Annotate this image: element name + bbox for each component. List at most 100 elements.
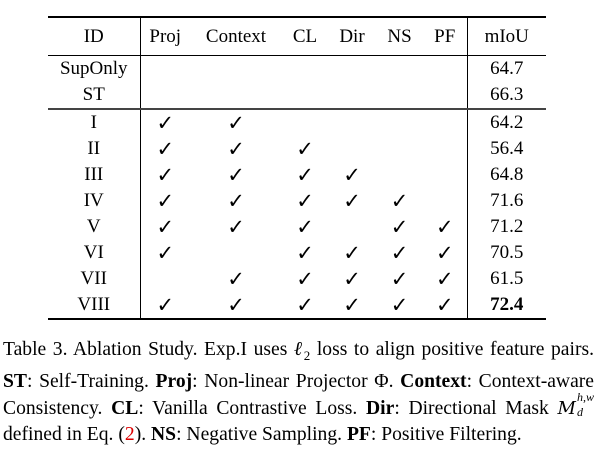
caption-text: : Non-linear Projector Φ. xyxy=(192,371,401,393)
empty-cell xyxy=(328,109,376,136)
check-icon: ✓ xyxy=(296,293,314,317)
caption-text: defined in Eq. ( xyxy=(3,423,125,445)
check-icon: ✓ xyxy=(343,241,361,265)
check-icon: ✓ xyxy=(296,215,314,239)
ablation-rows: I ✓ ✓ 64.2 II ✓ ✓ ✓ 56.4 III ✓ ✓ ✓ ✓ 64.8 IV ✓ ✓ ✓ ✓ ✓ 71.6 V ✓… xyxy=(48,109,546,319)
empty-cell xyxy=(140,266,190,292)
baseline-rows: SupOnly 64.7 ST 66.3 xyxy=(48,55,546,109)
check-icon: ✓ xyxy=(390,293,409,317)
column-header: NS xyxy=(387,25,412,47)
check-icon: ✓ xyxy=(156,137,175,161)
miou-value: 56.4 xyxy=(466,136,546,162)
empty-cell xyxy=(328,136,376,162)
row-id: II xyxy=(48,136,141,162)
empty-cell xyxy=(140,56,190,83)
term-st: ST xyxy=(3,371,27,393)
miou-value: 66.3 xyxy=(466,82,546,109)
header-row: ID Proj Context CL Dir NS PF mIoU xyxy=(48,17,546,56)
caption-text: loss to align positive feature pairs. xyxy=(310,339,594,360)
row-id: V xyxy=(48,214,141,240)
empty-cell xyxy=(423,136,467,162)
check-icon: ✓ xyxy=(343,293,361,317)
caption-text: : Positive Filtering. xyxy=(370,423,522,445)
table-row: II ✓ ✓ ✓ 56.4 xyxy=(48,136,546,162)
table-row: III ✓ ✓ ✓ ✓ 64.8 xyxy=(48,162,546,188)
baseline-row: SupOnly 64.7 xyxy=(48,55,546,83)
check-icon: ✓ xyxy=(390,215,409,239)
column-header: Context xyxy=(205,25,267,47)
table-row: I ✓ ✓ 64.2 xyxy=(48,109,546,136)
check-icon: ✓ xyxy=(296,137,314,161)
empty-cell xyxy=(423,82,467,109)
table-row: VII ✓ ✓ ✓ ✓ ✓ 61.5 xyxy=(48,266,546,292)
check-icon: ✓ xyxy=(156,241,175,265)
caption-text: : Context-aware Consistency. xyxy=(3,371,595,419)
check-icon: ✓ xyxy=(227,137,245,161)
column-header: ID xyxy=(48,17,141,56)
check-icon: ✓ xyxy=(296,241,314,265)
baseline-row: ST 66.3 xyxy=(48,82,546,109)
miou-value: 61.5 xyxy=(466,266,546,292)
empty-cell xyxy=(282,82,328,109)
equation-link[interactable]: 2 xyxy=(124,423,135,445)
empty-cell xyxy=(423,162,467,188)
miou-value: 64.2 xyxy=(466,109,546,136)
miou-value: 70.5 xyxy=(466,240,546,266)
empty-cell xyxy=(376,162,423,188)
check-icon: ✓ xyxy=(156,215,175,239)
l2-symbol: ℓ xyxy=(293,339,304,360)
check-icon: ✓ xyxy=(156,111,175,135)
check-icon: ✓ xyxy=(227,293,245,317)
check-icon: ✓ xyxy=(435,241,454,265)
term-dir: Dir xyxy=(366,397,395,419)
caption-text: ). xyxy=(134,423,152,445)
term-cl: CL xyxy=(111,397,139,419)
l2-subscript: 2 xyxy=(303,347,311,363)
check-icon: ✓ xyxy=(296,267,314,291)
empty-cell xyxy=(282,109,328,136)
table-row: IV ✓ ✓ ✓ ✓ ✓ 71.6 xyxy=(48,188,546,214)
check-icon: ✓ xyxy=(390,267,409,291)
check-icon: ✓ xyxy=(156,163,175,187)
check-icon: ✓ xyxy=(296,163,314,187)
empty-cell xyxy=(282,56,328,83)
column-header: Dir xyxy=(339,25,365,47)
row-id: I xyxy=(48,109,141,136)
term-ns: NS xyxy=(151,423,177,445)
term-proj: Proj xyxy=(155,371,193,393)
caption-text: Table 3. Ablation Study. Exp.I uses xyxy=(3,339,294,360)
empty-cell xyxy=(376,109,423,136)
empty-cell xyxy=(376,136,423,162)
empty-cell xyxy=(328,82,376,109)
caption-text: : Self-Training. xyxy=(26,371,156,393)
miou-value: 71.6 xyxy=(466,188,546,214)
table-caption: Table 3. Ablation Study. Exp.I uses ℓ2 l… xyxy=(3,337,594,448)
caption-text: : Vanilla Contrastive Loss. xyxy=(138,397,367,419)
empty-cell xyxy=(190,56,282,83)
empty-cell xyxy=(328,56,376,83)
check-icon: ✓ xyxy=(227,163,245,187)
table-row: VI ✓ ✓ ✓ ✓ ✓ 70.5 xyxy=(48,240,546,266)
row-id: SupOnly xyxy=(48,55,141,82)
row-id: VII xyxy=(48,266,141,292)
check-icon: ✓ xyxy=(435,267,454,291)
empty-cell xyxy=(140,82,190,109)
row-id: ST xyxy=(48,82,141,109)
check-icon: ✓ xyxy=(343,163,361,187)
check-icon: ✓ xyxy=(227,215,245,239)
check-icon: ✓ xyxy=(343,267,361,291)
check-icon: ✓ xyxy=(390,189,409,213)
table-row: VIII ✓ ✓ ✓ ✓ ✓ ✓ 72.4 xyxy=(48,292,546,319)
caption-text: : Negative Sampling. xyxy=(176,423,347,445)
caption-text: : Directional Mask xyxy=(394,397,558,419)
row-id: III xyxy=(48,162,141,188)
empty-cell xyxy=(376,82,423,109)
check-icon: ✓ xyxy=(227,189,245,213)
empty-cell xyxy=(376,56,423,83)
row-id: VI xyxy=(48,240,141,266)
check-icon: ✓ xyxy=(156,189,175,213)
empty-cell xyxy=(328,214,376,240)
check-icon: ✓ xyxy=(227,111,245,135)
row-id: VIII xyxy=(48,292,141,319)
